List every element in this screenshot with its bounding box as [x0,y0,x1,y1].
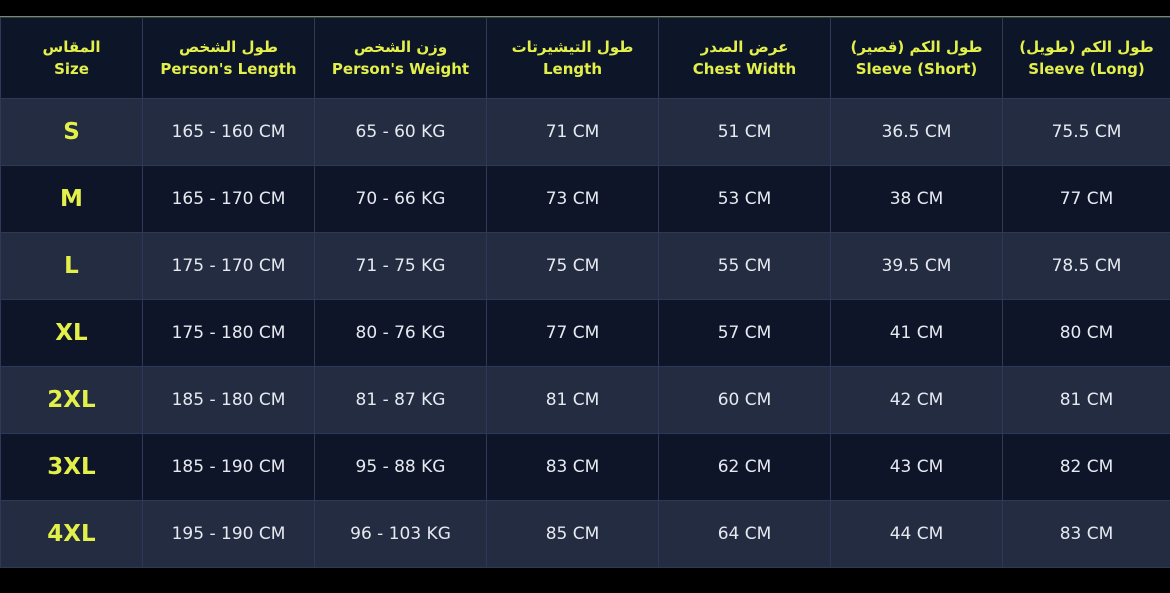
cell-sleeve-long: 81 CM [1002,366,1170,434]
header-row: المقاس Size طول الشخص Person's Length وزن ال… [0,17,1170,99]
cell-person-weight: 71 - 75 KG [314,232,487,300]
header-person-length: طول الشخص Person's Length [142,17,315,99]
cell-sleeve-long: 83 CM [1002,500,1170,568]
header-arabic: طول الشخص [178,38,279,56]
cell-person-weight: 70 - 66 KG [314,165,487,233]
cell-person-weight: 80 - 76 KG [314,299,487,367]
cell-chest-width: 51 CM [658,98,831,166]
table-row: S 165 - 160 CM 65 - 60 KG 71 CM 51 CM 36.5 CM… [0,98,1170,166]
cell-size: L [0,232,143,300]
cell-sleeve-long: 77 CM [1002,165,1170,233]
cell-size: 2XL [0,366,143,434]
header-arabic: طول الكم (قصير) [850,38,983,56]
table-row: 2XL 185 - 180 CM 81 - 87 KG 81 CM 60 CM 42 CM… [0,366,1170,434]
table-row: L 175 - 170 CM 71 - 75 KG 75 CM 55 CM 39.5 CM… [0,232,1170,300]
cell-chest-width: 55 CM [658,232,831,300]
cell-sleeve-short: 43 CM [830,433,1003,501]
cell-person-length: 165 - 160 CM [142,98,315,166]
table-row: 4XL 195 - 190 CM 96 - 103 KG 85 CM 64 CM 44 C… [0,500,1170,568]
cell-size: S [0,98,143,166]
cell-sleeve-short: 44 CM [830,500,1003,568]
cell-person-length: 165 - 170 CM [142,165,315,233]
top-divider [0,16,1170,17]
cell-person-length: 175 - 180 CM [142,299,315,367]
header-english: Person's Weight [331,60,470,78]
cell-sleeve-short: 41 CM [830,299,1003,367]
table-row: M 165 - 170 CM 70 - 66 KG 73 CM 53 CM 38 CM 77… [0,165,1170,233]
header-length: طول التيشيرتات Length [486,17,659,99]
cell-person-length: 175 - 170 CM [142,232,315,300]
cell-length: 73 CM [486,165,659,233]
header-sleeve-short: طول الكم (قصير) Sleeve (Short) [830,17,1003,99]
cell-sleeve-short: 42 CM [830,366,1003,434]
cell-person-weight: 95 - 88 KG [314,433,487,501]
cell-person-length: 195 - 190 CM [142,500,315,568]
cell-length: 71 CM [486,98,659,166]
header-english: Person's Length [160,60,297,78]
table-row: XL 175 - 180 CM 80 - 76 KG 77 CM 57 CM 41 CM 8… [0,299,1170,367]
header-sleeve-long: طول الكم (طويل) Sleeve (Long) [1002,17,1170,99]
cell-size: 4XL [0,500,143,568]
header-arabic: المقاس [42,38,101,56]
header-english: Length [543,60,602,78]
cell-sleeve-long: 75.5 CM [1002,98,1170,166]
header-arabic: وزن الشخص [353,38,448,56]
header-size: المقاس Size [0,17,143,99]
cell-person-weight: 81 - 87 KG [314,366,487,434]
cell-size: 3XL [0,433,143,501]
cell-length: 85 CM [486,500,659,568]
header-english: Size [54,60,89,78]
header-english: Sleeve (Long) [1028,60,1145,78]
cell-length: 77 CM [486,299,659,367]
cell-length: 83 CM [486,433,659,501]
header-english: Chest Width [692,60,797,78]
cell-chest-width: 60 CM [658,366,831,434]
cell-sleeve-short: 36.5 CM [830,98,1003,166]
header-arabic: عرض الصدر [700,38,789,56]
cell-length: 81 CM [486,366,659,434]
cell-sleeve-short: 39.5 CM [830,232,1003,300]
cell-chest-width: 57 CM [658,299,831,367]
header-arabic: طول التيشيرتات [511,38,634,56]
cell-person-length: 185 - 180 CM [142,366,315,434]
cell-length: 75 CM [486,232,659,300]
header-english: Sleeve (Short) [855,60,978,78]
header-arabic: طول الكم (طويل) [1019,38,1154,56]
cell-sleeve-short: 38 CM [830,165,1003,233]
cell-chest-width: 62 CM [658,433,831,501]
cell-person-weight: 96 - 103 KG [314,500,487,568]
cell-person-length: 185 - 190 CM [142,433,315,501]
cell-size: XL [0,299,143,367]
cell-sleeve-long: 80 CM [1002,299,1170,367]
header-person-weight: وزن الشخص Person's Weight [314,17,487,99]
cell-chest-width: 64 CM [658,500,831,568]
size-chart-table: المقاس Size طول الشخص Person's Length وزن ال… [0,17,1170,568]
table-row: 3XL 185 - 190 CM 95 - 88 KG 83 CM 62 CM 43 CM… [0,433,1170,501]
cell-sleeve-long: 82 CM [1002,433,1170,501]
cell-size: M [0,165,143,233]
header-chest-width: عرض الصدر Chest Width [658,17,831,99]
cell-chest-width: 53 CM [658,165,831,233]
cell-sleeve-long: 78.5 CM [1002,232,1170,300]
cell-person-weight: 65 - 60 KG [314,98,487,166]
